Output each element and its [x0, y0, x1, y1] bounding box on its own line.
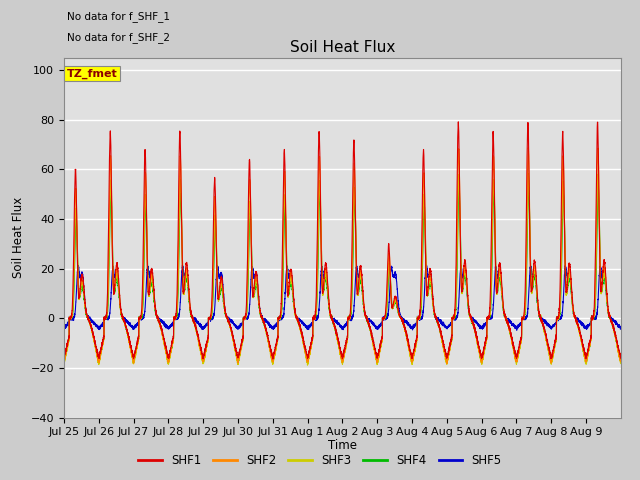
SHF2	[231, 345, 239, 350]
SHF3	[231, 347, 239, 352]
SHF1	[617, 356, 625, 361]
SHF4	[617, 360, 625, 366]
SHF5	[478, 324, 486, 330]
SHF4	[546, 353, 554, 359]
SHF1	[310, 315, 317, 321]
SHF3	[60, 360, 68, 365]
SHF2	[478, 356, 486, 362]
SHF5	[79, 280, 87, 286]
SHF5	[60, 325, 68, 331]
Y-axis label: Soil Heat Flux: Soil Heat Flux	[12, 197, 25, 278]
SHF1	[546, 348, 554, 353]
SHF1	[231, 342, 239, 348]
SHF1	[269, 356, 276, 362]
SHF1	[479, 352, 486, 358]
SHF3	[79, 286, 87, 292]
SHF4	[60, 358, 68, 364]
SHF4	[204, 335, 212, 341]
SHF5	[204, 321, 212, 326]
SHF4	[79, 291, 87, 297]
Line: SHF5: SHF5	[64, 265, 621, 330]
Text: No data for f_SHF_2: No data for f_SHF_2	[67, 33, 170, 43]
SHF2	[310, 314, 317, 320]
X-axis label: Time: Time	[328, 439, 357, 452]
SHF5	[546, 324, 554, 329]
SHF4	[310, 315, 317, 321]
SHF5	[310, 315, 317, 321]
SHF2	[204, 336, 212, 341]
SHF3	[204, 336, 212, 342]
SHF4	[478, 356, 486, 362]
Line: SHF3: SHF3	[64, 174, 621, 365]
Legend: SHF1, SHF2, SHF3, SHF4, SHF5: SHF1, SHF2, SHF3, SHF4, SHF5	[134, 449, 506, 472]
Line: SHF4: SHF4	[64, 186, 621, 363]
SHF3	[478, 358, 486, 364]
SHF2	[79, 284, 87, 290]
SHF2	[525, 144, 532, 150]
SHF1	[204, 332, 212, 338]
SHF3	[617, 360, 625, 366]
SHF1	[79, 281, 87, 287]
SHF3	[524, 171, 532, 177]
SHF4	[477, 360, 485, 366]
Text: No data for f_SHF_1: No data for f_SHF_1	[67, 11, 170, 22]
SHF3	[546, 355, 554, 360]
SHF5	[422, 262, 430, 268]
Title: Soil Heat Flux: Soil Heat Flux	[290, 40, 395, 55]
SHF4	[231, 345, 239, 350]
SHF1	[60, 353, 68, 359]
SHF3	[310, 315, 317, 321]
SHF2	[617, 358, 625, 364]
Line: SHF2: SHF2	[64, 147, 621, 363]
SHF2	[546, 352, 554, 358]
SHF2	[443, 360, 451, 366]
SHF5	[617, 324, 625, 330]
Line: SHF1: SHF1	[64, 122, 621, 359]
SHF5	[231, 323, 239, 328]
SHF5	[513, 327, 520, 333]
SHF1	[454, 119, 462, 125]
SHF4	[595, 183, 602, 189]
Text: TZ_fmet: TZ_fmet	[67, 68, 118, 79]
SHF2	[60, 359, 68, 364]
SHF3	[303, 362, 311, 368]
